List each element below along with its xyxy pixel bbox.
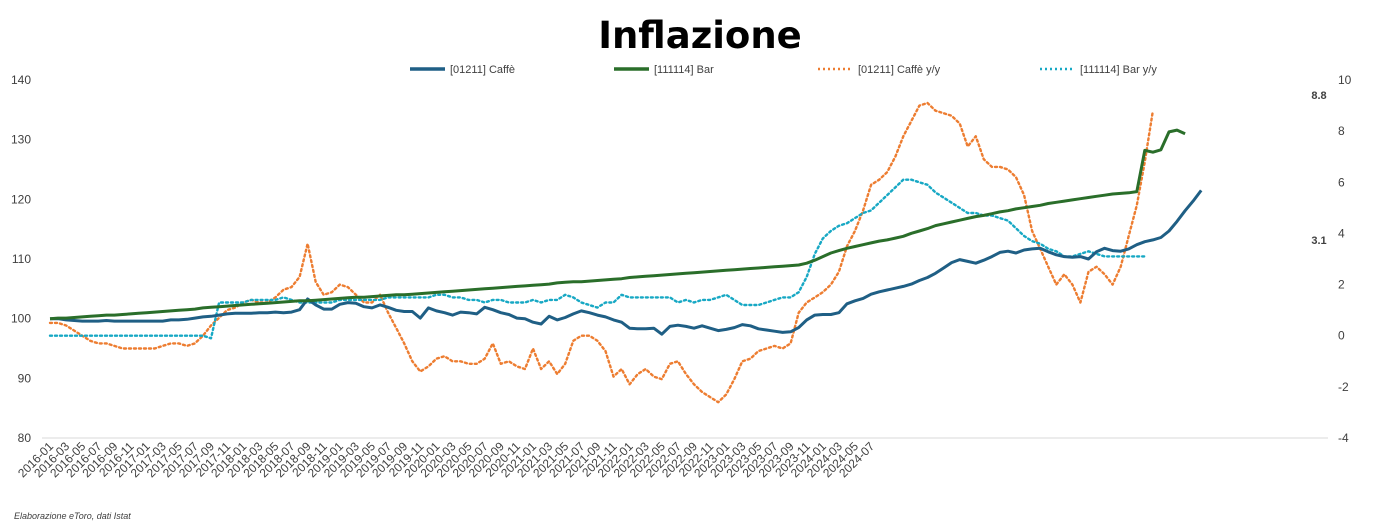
chart-title: Inflazione xyxy=(598,14,802,57)
y-right-tick-label: -4 xyxy=(1338,431,1349,445)
series-line-caffe xyxy=(50,189,1203,336)
series-layer xyxy=(48,101,1203,404)
y-axis-right: -4 -2 0 2 4 6 8 10 xyxy=(1338,73,1352,445)
y-right-tick-label: 6 xyxy=(1338,175,1345,189)
y-right-tick-label: 4 xyxy=(1338,226,1345,240)
series-line-bar xyxy=(49,128,1186,321)
y-left-tick-label: 140 xyxy=(11,73,31,87)
y-right-tick-label: 8 xyxy=(1338,124,1345,138)
y-axis-left: 80 90 100 110 120 130 140 xyxy=(11,73,31,445)
y-right-tick-label: -2 xyxy=(1338,380,1349,394)
y-right-tick-label: 0 xyxy=(1338,329,1345,343)
y-left-tick-label: 100 xyxy=(11,312,31,326)
legend-label-bar: [111114] Bar xyxy=(654,64,714,76)
legend-label-caffe: [01211] Caffè xyxy=(450,64,515,76)
series-line-caffe-yy xyxy=(48,101,1155,404)
y-left-tick-label: 110 xyxy=(12,252,31,266)
end-label-bar-yy: 3.1 xyxy=(1311,235,1326,247)
legend: [01211] Caffè [111114] Bar [01211] Caffè… xyxy=(410,64,1157,76)
end-label-caffe-yy: 8.8 xyxy=(1311,90,1326,102)
x-axis: 2016-012016-032016-052016-072016-092016-… xyxy=(15,439,877,480)
credit-note: Elaborazione eToro, dati Istat xyxy=(14,511,131,521)
y-right-tick-label: 10 xyxy=(1338,73,1352,87)
legend-label-caffe-yy: [01211] Caffè y/y xyxy=(858,64,941,76)
y-left-tick-label: 130 xyxy=(11,133,31,147)
legend-label-bar-yy: [111114] Bar y/y xyxy=(1080,64,1157,76)
y-left-tick-label: 120 xyxy=(11,192,31,206)
y-right-tick-label: 2 xyxy=(1338,278,1345,292)
y-left-tick-label: 90 xyxy=(18,371,32,385)
y-left-tick-label: 80 xyxy=(18,431,32,445)
series-line-bar-yy xyxy=(48,178,1147,340)
